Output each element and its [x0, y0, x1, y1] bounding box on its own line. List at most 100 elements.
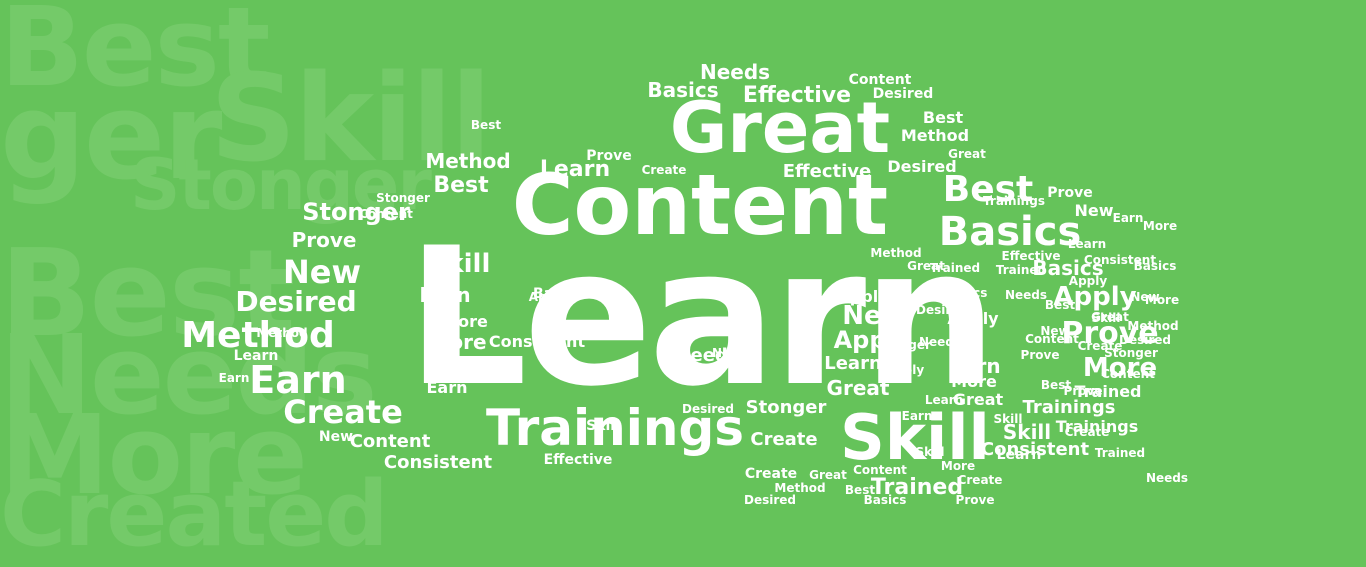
cloud-word: Effective — [543, 452, 613, 468]
cloud-word: Apply — [1068, 274, 1108, 288]
cloud-word: Content — [349, 431, 431, 452]
cloud-word: Earn — [419, 283, 471, 307]
cloud-word: Apply — [833, 326, 911, 354]
background-word: Skill — [210, 50, 492, 189]
cloud-word: Learn — [539, 157, 611, 182]
cloud-word: More — [951, 372, 997, 391]
cloud-word: Best — [942, 169, 1034, 210]
cloud-word: Needs — [699, 60, 771, 84]
cloud-word: Earn — [901, 409, 933, 423]
cloud-word: Content — [359, 207, 413, 221]
cloud-word: Create — [744, 466, 798, 482]
cloud-word: Desired — [235, 285, 357, 318]
cloud-word: Method — [256, 326, 308, 340]
cloud-word: Earn — [426, 378, 468, 397]
cloud-word: Consistent — [488, 332, 586, 351]
cloud-word: Desired — [887, 157, 957, 176]
cloud-word: Content — [853, 463, 907, 477]
cloud-word: Skill — [993, 412, 1023, 426]
cloud-word: Basics — [533, 286, 583, 302]
cloud-word: Basics — [863, 493, 907, 507]
background-word: ger — [0, 68, 222, 207]
cloud-word: Desired — [915, 303, 969, 317]
cloud-word: Trainings — [983, 194, 1045, 208]
cloud-word: Learn — [996, 447, 1042, 463]
cloud-word: Best — [470, 118, 502, 132]
cloud-word: Desired — [872, 86, 934, 102]
cloud-word: Stonger — [877, 338, 931, 352]
cloud-word: Skill — [1091, 311, 1121, 325]
cloud-word: Method — [870, 246, 922, 260]
cloud-word: Skill — [586, 418, 620, 434]
background-word: Stonger — [130, 144, 432, 226]
cloud-word: Prove — [1061, 316, 1159, 351]
cloud-word: Consistent — [980, 439, 1090, 460]
cloud-word: Method — [1127, 319, 1179, 333]
cloud-word: Prove — [1063, 384, 1103, 398]
cloud-word: More — [1144, 293, 1180, 307]
cloud-word: Content — [1101, 367, 1155, 381]
cloud-word: Basics — [647, 78, 719, 102]
cloud-word: Learn — [233, 348, 279, 364]
cloud-word: Learn — [824, 353, 882, 374]
cloud-word: Great — [1091, 310, 1129, 324]
cloud-word: Create — [1077, 339, 1123, 353]
cloud-word: Best — [844, 483, 876, 497]
cloud-word: Great — [948, 147, 986, 161]
cloud-word: Needs — [1145, 471, 1189, 485]
background-word: More — [0, 391, 308, 519]
cloud-word: Great — [952, 390, 1004, 409]
cloud-word: Prove — [291, 228, 357, 252]
cloud-word: Create — [641, 163, 687, 177]
cloud-word: Desired — [743, 493, 797, 507]
cloud-word: Desired — [1118, 333, 1172, 347]
cloud-word: Desired — [681, 402, 735, 416]
cloud-word: Best — [1040, 378, 1072, 392]
cloud-word: Effective — [782, 161, 872, 182]
cloud-word: New — [318, 429, 354, 445]
cloud-word: Earn — [1112, 211, 1144, 225]
cloud-word: Great — [669, 87, 891, 169]
cloud-word: Skill — [1002, 420, 1052, 444]
cloud-word: Content — [848, 72, 912, 88]
cloud-word: Method — [900, 126, 970, 145]
background-word: Best — [0, 225, 296, 364]
word-cloud: Best ger Skill Stonger Best Needs More Created … — [0, 0, 1189, 560]
cloud-word: New — [1130, 290, 1160, 304]
cloud-word: Needs — [1004, 288, 1048, 302]
cloud-word: Trainings — [485, 399, 745, 457]
cloud-word: New — [842, 301, 906, 331]
cloud-word: New — [282, 253, 362, 291]
cloud-word: Earn — [249, 358, 347, 402]
background-word: Best — [0, 0, 271, 111]
cloud-word: More — [1142, 219, 1178, 233]
cloud-word: More — [442, 312, 488, 331]
cloud-word: Earn — [218, 371, 250, 385]
cloud-word: Apply — [528, 290, 568, 304]
cloud-word: Skill — [915, 445, 945, 459]
cloud-word: Best — [1044, 298, 1076, 312]
cloud-word: Method — [425, 149, 511, 173]
cloud-word: Apply — [1053, 282, 1137, 312]
cloud-word: Learn — [406, 207, 997, 428]
cloud-word: Best — [922, 108, 964, 127]
cloud-word: Effective — [1001, 249, 1061, 263]
background-word: Needs — [0, 311, 377, 439]
cloud-word: Stonger — [745, 397, 827, 418]
cloud-word: Effective — [742, 83, 852, 108]
cloud-word: Learn — [924, 393, 964, 407]
cloud-word: Consistent — [1083, 253, 1157, 267]
cloud-word: More — [940, 459, 976, 473]
cloud-word: New — [1040, 324, 1070, 338]
cloud-word: Trainings — [1055, 417, 1139, 436]
cloud-word: Needs — [675, 345, 739, 366]
cloud-word: Skill — [840, 401, 990, 474]
cloud-word: Trained — [1074, 382, 1142, 401]
cloud-word: Trained — [1094, 446, 1146, 460]
cloud-word: Stonger — [302, 198, 410, 226]
cloud-word: Needs — [711, 346, 755, 360]
cloud-word: More — [429, 330, 487, 354]
cloud-word: Great — [907, 259, 945, 273]
cloud-word: Consistent — [383, 452, 493, 473]
cloud-word: Basics — [944, 286, 988, 300]
